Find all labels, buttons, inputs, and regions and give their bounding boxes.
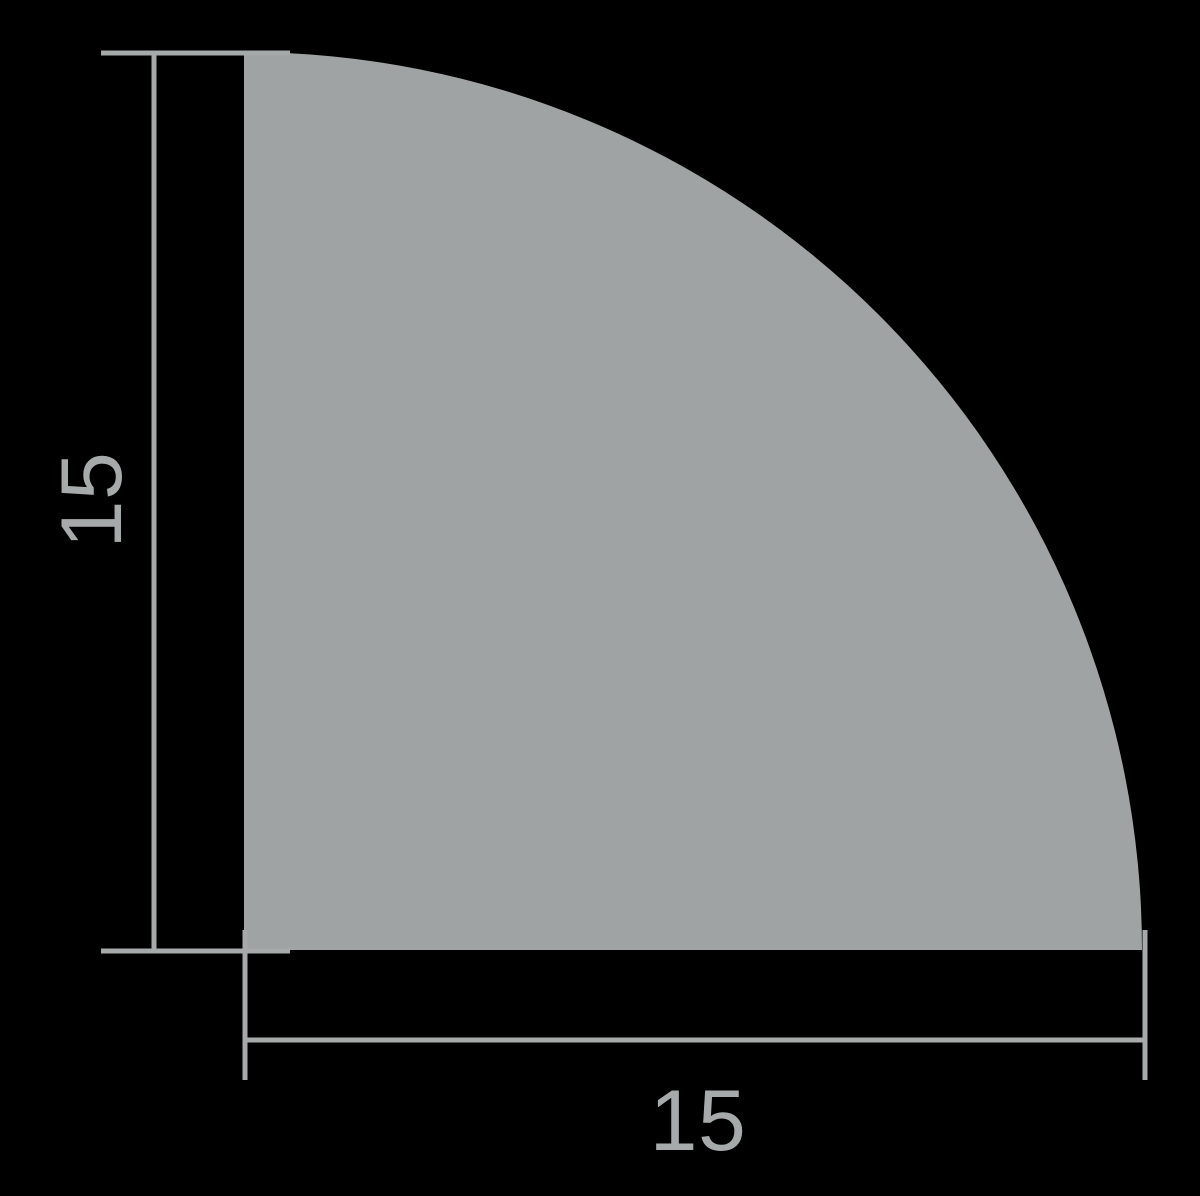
dimension-label-width: 15	[649, 1073, 747, 1169]
quarter-circle-shape	[244, 52, 1142, 950]
dimension-label-height: 15	[44, 451, 140, 549]
